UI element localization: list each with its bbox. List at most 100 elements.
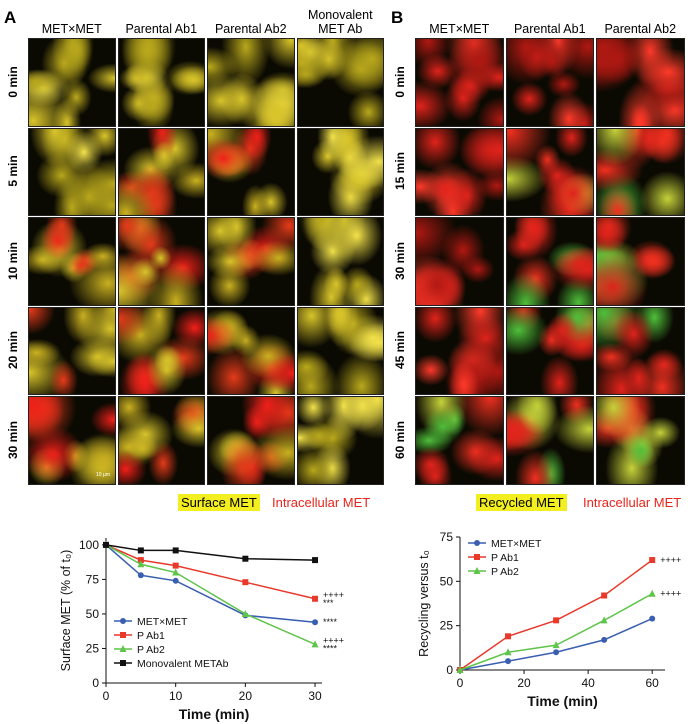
y-tick-label: 50 xyxy=(440,574,454,588)
micrograph xyxy=(207,217,295,306)
micrograph xyxy=(207,396,295,485)
point xyxy=(137,547,144,554)
point xyxy=(137,560,145,568)
point xyxy=(312,595,319,602)
point xyxy=(172,547,179,554)
point xyxy=(172,568,180,576)
point xyxy=(649,615,656,622)
legend-label: MET×MET xyxy=(137,616,188,628)
micrograph xyxy=(296,217,384,306)
micrograph xyxy=(28,38,116,127)
column-header: MET×MET xyxy=(429,22,490,36)
micrograph xyxy=(207,38,295,127)
micrograph xyxy=(296,127,384,216)
significance-label: **** xyxy=(323,643,338,653)
point xyxy=(649,557,656,564)
y-tick-label: 75 xyxy=(440,530,454,544)
point xyxy=(505,658,512,665)
significance-label: ++++ xyxy=(660,589,681,599)
legend-label: Recycled MET xyxy=(476,494,567,511)
row-header: 30 min xyxy=(6,420,20,459)
micrograph xyxy=(117,306,205,395)
row-header: 60 min xyxy=(393,420,407,459)
column-header: Monovalent MET Ab xyxy=(307,8,373,36)
micrograph xyxy=(415,38,504,127)
y-tick-label: 0 xyxy=(92,676,99,690)
x-tick-label: 30 xyxy=(308,689,322,703)
legend-label: P Ab1 xyxy=(491,552,519,564)
point xyxy=(172,577,179,584)
y-tick-label: 0 xyxy=(446,663,453,677)
micrograph xyxy=(505,217,594,306)
legend-label: Intracellular MET xyxy=(272,495,371,510)
x-tick-label: 60 xyxy=(646,676,660,690)
micrograph xyxy=(415,127,504,216)
legend-label: MET×MET xyxy=(491,538,542,550)
micrograph xyxy=(505,306,594,395)
x-tick-label: 0 xyxy=(103,689,110,703)
y-tick-label: 25 xyxy=(440,619,454,633)
micrograph xyxy=(28,217,116,306)
scale-bar-label: 10 µm xyxy=(96,471,110,478)
y-axis-label: Recycling versus t₀ xyxy=(417,550,431,657)
micrograph xyxy=(596,127,685,216)
panel-label: A xyxy=(4,8,17,27)
legend-marker xyxy=(120,660,126,666)
y-tick-label: 100 xyxy=(79,538,99,552)
point xyxy=(456,666,464,673)
significance-label: ++++ xyxy=(323,590,344,600)
micrograph xyxy=(28,396,116,485)
legend-label: P Ab2 xyxy=(137,644,165,656)
point xyxy=(103,541,109,548)
point xyxy=(241,609,249,617)
point xyxy=(137,557,144,564)
y-tick-label: 75 xyxy=(86,572,100,586)
micrograph xyxy=(596,306,685,395)
point xyxy=(601,592,608,599)
legend-label: Surface MET xyxy=(178,494,260,511)
significance-label: ++++ xyxy=(323,635,344,645)
point xyxy=(312,557,319,564)
y-tick-label: 25 xyxy=(86,641,100,655)
micrograph xyxy=(117,396,205,485)
x-tick-label: 20 xyxy=(517,676,531,690)
micrograph xyxy=(596,217,685,306)
legend-marker xyxy=(473,567,481,574)
row-header: 15 min xyxy=(393,152,407,191)
column-header: Parental Ab2 xyxy=(604,22,677,36)
column-header: Parental Ab2 xyxy=(214,22,287,36)
point xyxy=(553,617,560,624)
row-header: 30 min xyxy=(393,241,407,280)
micrograph xyxy=(207,306,295,395)
legend-label: Intracellular MET xyxy=(583,495,682,510)
micrograph xyxy=(415,396,504,485)
point xyxy=(312,619,319,626)
row-header: 0 min xyxy=(393,66,407,98)
legend-marker xyxy=(474,540,480,546)
row-header: 45 min xyxy=(393,331,407,370)
micrograph xyxy=(28,306,116,395)
significance-label: **** xyxy=(323,617,338,627)
panel-label: B xyxy=(391,8,404,27)
micrograph xyxy=(505,127,594,216)
x-axis-label: Time (min) xyxy=(179,706,250,722)
column-header: Parental Ab1 xyxy=(513,22,586,36)
micrograph xyxy=(415,306,504,395)
point xyxy=(137,572,144,579)
micrograph xyxy=(117,217,205,306)
significance-label: *** xyxy=(323,598,334,608)
y-tick-label: 50 xyxy=(86,607,100,621)
micrograph xyxy=(28,127,116,216)
legend-label: P Ab1 xyxy=(137,630,165,642)
micrograph xyxy=(207,127,295,216)
point xyxy=(311,640,319,648)
legend-label: P Ab2 xyxy=(491,566,519,578)
column-header: MET×MET xyxy=(41,22,102,36)
row-header: 10 min xyxy=(6,241,20,280)
micrograph xyxy=(117,127,205,216)
legend-label: Monovalent METAb xyxy=(137,658,229,670)
micrograph xyxy=(117,38,205,127)
micrograph xyxy=(296,306,384,395)
micrograph xyxy=(596,38,685,127)
